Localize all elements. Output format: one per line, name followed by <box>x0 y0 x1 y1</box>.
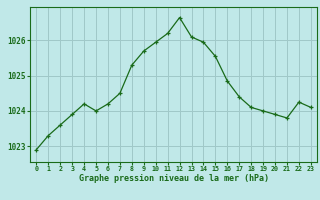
X-axis label: Graphe pression niveau de la mer (hPa): Graphe pression niveau de la mer (hPa) <box>79 174 268 183</box>
